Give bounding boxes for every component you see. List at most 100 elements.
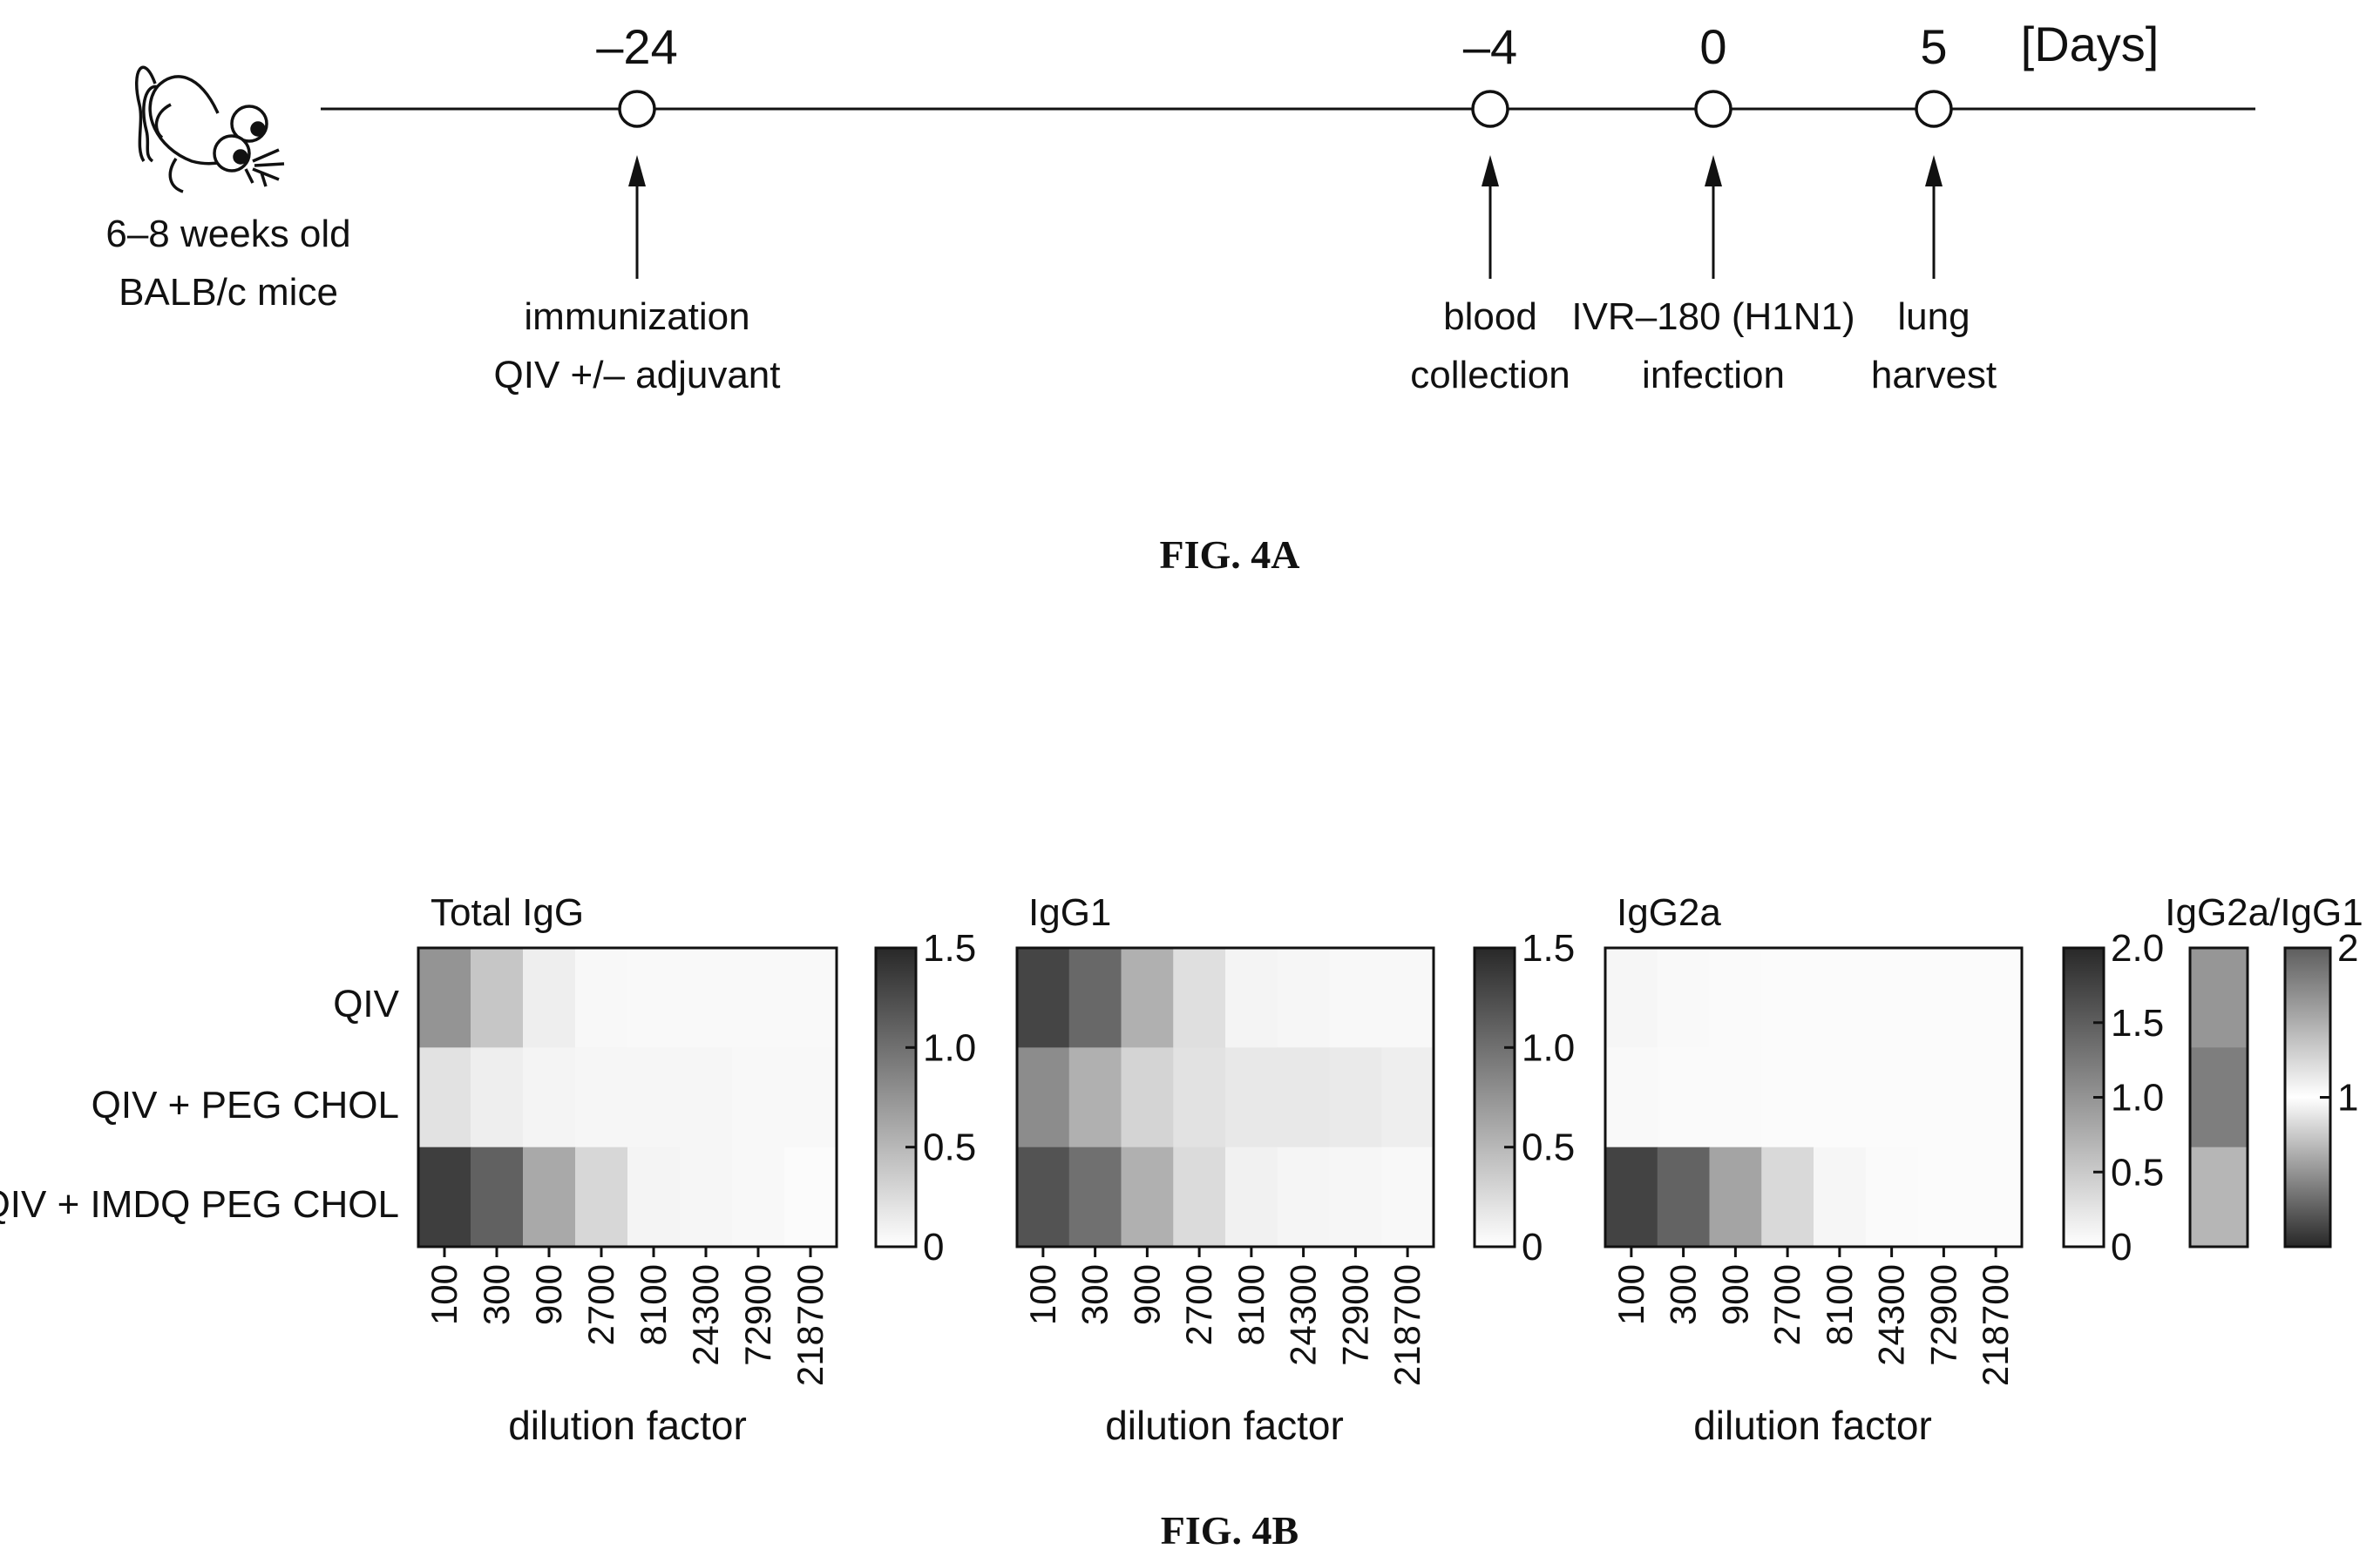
ratio-colorbar-tick-label: 1 <box>2337 1077 2358 1120</box>
heatmap-cell <box>523 1047 576 1148</box>
heatmap-cell <box>1917 1147 1970 1248</box>
heatmap-cell <box>1709 1147 1762 1248</box>
x-tick-label: 8100 <box>1819 1264 1860 1345</box>
event-marker <box>618 90 656 128</box>
heatmap-cell <box>1017 1147 1070 1248</box>
event-label-line2: infection <box>1642 354 1785 396</box>
x-tick-label: 24300 <box>1871 1264 1912 1366</box>
heatmap-title-total-igg: Total IgG <box>431 891 584 934</box>
colorbar-tick-label: 1.0 <box>1522 1026 1575 1069</box>
heatmap-cell <box>627 948 681 1048</box>
x-tick-label: 900 <box>1126 1264 1167 1325</box>
heatmap-cell <box>1277 1147 1330 1248</box>
mouse-label-line1: 6–8 weeks old <box>105 213 350 255</box>
x-tick-label: 218700 <box>790 1264 831 1386</box>
ratio-cell <box>2190 1147 2248 1248</box>
row-label: QIV + PEG CHOL <box>92 1084 399 1127</box>
heatmap-cell <box>1761 1147 1814 1248</box>
heatmap-cell <box>1814 948 1867 1048</box>
event-day-label: 5 <box>1920 19 1947 74</box>
event-day-label: –24 <box>596 19 677 74</box>
heatmap-cell <box>1709 948 1762 1048</box>
x-tick-label: 2700 <box>1766 1264 1807 1345</box>
heatmap-cell <box>1329 948 1382 1048</box>
heatmap-cell <box>732 948 785 1048</box>
x-tick-label: 2700 <box>580 1264 621 1345</box>
x-tick-label: 900 <box>1714 1264 1755 1325</box>
event-arrow-head <box>1925 155 1943 186</box>
heatmap-cell <box>418 1047 471 1148</box>
heatmap-cell <box>471 948 524 1048</box>
heatmap-cell <box>1814 1147 1867 1248</box>
heatmap-cell <box>523 1147 576 1248</box>
x-tick-label: 900 <box>528 1264 569 1325</box>
heatmap-cell <box>575 948 628 1048</box>
heatmap-cell <box>732 1047 785 1148</box>
heatmap-cell <box>1068 1147 1122 1248</box>
heatmap-cell <box>1225 948 1278 1048</box>
event-day-label: 0 <box>1699 19 1726 74</box>
heatmap-cell <box>784 1147 837 1248</box>
event-label-line2: harvest <box>1871 354 1997 396</box>
x-axis-title: dilution factor <box>1693 1403 1932 1448</box>
heatmap-cell <box>1709 1047 1762 1148</box>
heatmap-cell <box>1657 1047 1710 1148</box>
event-day-label: –4 <box>1463 19 1517 74</box>
x-tick-label: 72900 <box>737 1264 778 1366</box>
colorbar-tick-label: 1.5 <box>2111 1002 2164 1045</box>
heatmap-panel-1: 100 300 900 2700 8100 24300 72900 218700 1.5 1.0 0… <box>1015 927 1575 1386</box>
colorbar-tick-label: 0.5 <box>1522 1127 1575 1169</box>
heatmap-cell <box>1277 948 1330 1048</box>
x-tick-label: 72900 <box>1922 1264 1963 1366</box>
heatmap-cell <box>1121 1147 1174 1248</box>
heatmap-cell <box>627 1147 681 1248</box>
colorbar-tick-label: 0 <box>1522 1226 1543 1269</box>
heatmap-cell <box>1225 1147 1278 1248</box>
x-tick-label: 8100 <box>633 1264 674 1345</box>
heatmap-frame <box>1015 946 1435 1248</box>
heatmap-frame <box>1604 946 2024 1248</box>
event-label-line1: lung <box>1897 295 1970 338</box>
heatmap-cell <box>784 1047 837 1148</box>
colorbar-tick-label: 2.0 <box>2111 927 2164 970</box>
x-tick-label: 218700 <box>1387 1264 1427 1386</box>
event-marker <box>1694 90 1732 128</box>
heatmap-cell <box>1068 1047 1122 1148</box>
timeline-event-blood-collection: –4 blood collection <box>1410 19 1570 396</box>
heatmap-cell <box>1017 948 1070 1048</box>
event-marker <box>1471 90 1509 128</box>
event-label-line1: IVR–180 (H1N1) <box>1571 295 1855 338</box>
heatmap-cell <box>1865 1047 1918 1148</box>
heatmap-cell <box>732 1147 785 1248</box>
heatmap-cell <box>1277 1047 1330 1148</box>
x-axis-title: dilution factor <box>1105 1403 1344 1448</box>
heatmap-title-igg1: IgG1 <box>1028 891 1111 934</box>
ratio-cell <box>2190 948 2248 1048</box>
heatmap-cell <box>1121 1047 1174 1148</box>
heatmap-cell <box>1173 1147 1226 1248</box>
heatmap-title-igg2a: IgG2a <box>1617 891 1721 934</box>
x-tick-label: 24300 <box>685 1264 726 1366</box>
heatmap-panel-2: 100 300 900 2700 8100 24300 72900 218700 2.0 1.5 1… <box>1604 927 2164 1386</box>
event-arrow-head <box>1705 155 1722 186</box>
heatmap-cell <box>471 1147 524 1248</box>
heatmap-cell <box>1657 948 1710 1048</box>
heatmap-cell <box>1329 1147 1382 1248</box>
colorbar <box>874 946 918 1248</box>
heatmap-frame <box>417 946 838 1248</box>
timeline-unit-label: [Days] <box>2021 17 2160 71</box>
timeline: 6–8 weeks old BALB/c mice [Days] –24 imm… <box>105 17 2255 396</box>
colorbar-tick-label: 0 <box>2111 1226 2132 1269</box>
heatmap-cell <box>1173 1047 1226 1148</box>
row-label: QIV + IMDQ PEG CHOL <box>0 1183 399 1226</box>
event-arrow-head <box>1482 155 1499 186</box>
event-label-line1: blood <box>1443 295 1537 338</box>
timeline-event-infection: 0 IVR–180 (H1N1) infection <box>1571 19 1855 396</box>
heatmap-cell <box>1917 1047 1970 1148</box>
x-tick-label: 72900 <box>1334 1264 1375 1366</box>
figure-b-caption: FIG. 4B <box>1161 1508 1298 1553</box>
heatmap-cell <box>471 1047 524 1148</box>
x-axis-title: dilution factor <box>508 1403 747 1448</box>
x-tick-label: 2700 <box>1178 1264 1219 1345</box>
event-label-line1: immunization <box>524 295 749 338</box>
